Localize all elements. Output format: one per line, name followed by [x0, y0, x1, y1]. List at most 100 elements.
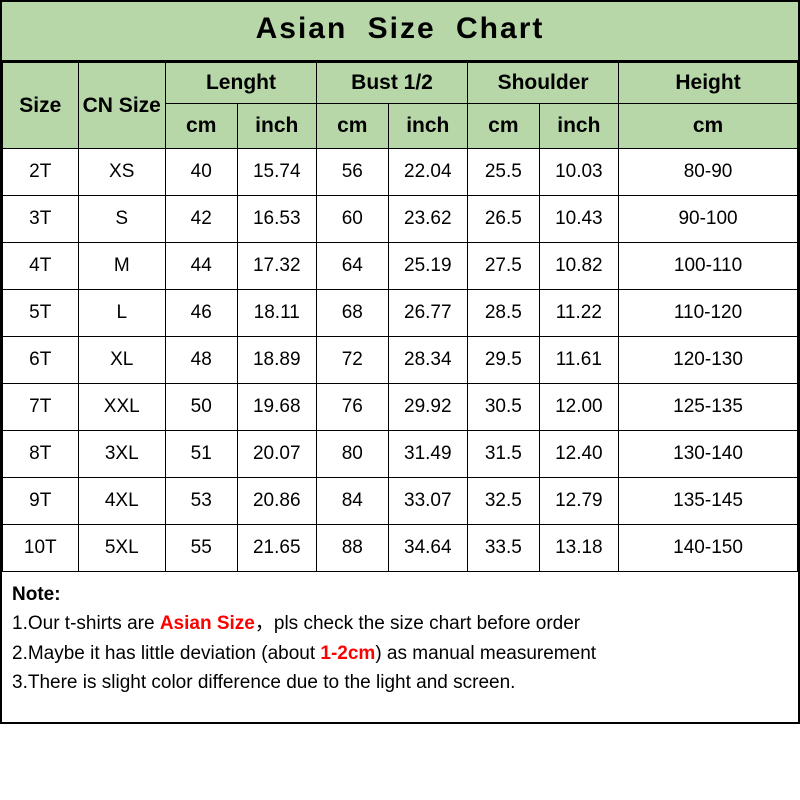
cell-cn: 3XL	[78, 431, 165, 478]
table-row: 6TXL4818.897228.3429.511.61120-130	[3, 337, 798, 384]
cell-sh_cm: 27.5	[468, 243, 540, 290]
note-title: Note:	[12, 584, 61, 605]
col-shoulder-cm: cm	[468, 104, 540, 149]
cell-bust_in: 34.64	[388, 525, 468, 572]
cell-height: 80-90	[619, 149, 798, 196]
cell-sh_cm: 26.5	[468, 196, 540, 243]
cell-sh_cm: 28.5	[468, 290, 540, 337]
cell-sh_in: 10.82	[539, 243, 619, 290]
cell-cn: 5XL	[78, 525, 165, 572]
table-header: Size CN Size Lenght Bust 1/2 Shoulder He…	[3, 63, 798, 149]
cell-sh_cm: 31.5	[468, 431, 540, 478]
table-body: 2TXS4015.745622.0425.510.0380-903TS4216.…	[3, 149, 798, 572]
cell-len_cm: 42	[165, 196, 237, 243]
cell-sh_in: 13.18	[539, 525, 619, 572]
cell-height: 140-150	[619, 525, 798, 572]
cell-len_in: 17.32	[237, 243, 317, 290]
cell-len_in: 16.53	[237, 196, 317, 243]
cell-height: 125-135	[619, 384, 798, 431]
table-row: 5TL4618.116826.7728.511.22110-120	[3, 290, 798, 337]
col-shoulder: Shoulder	[468, 63, 619, 104]
cell-bust_cm: 80	[317, 431, 389, 478]
note-3: 3.There is slight color difference due t…	[12, 672, 515, 693]
size-table: Size CN Size Lenght Bust 1/2 Shoulder He…	[2, 62, 798, 572]
cell-height: 135-145	[619, 478, 798, 525]
notes-table: Note: 1.Our t-shirts are Asian Size，pls …	[2, 572, 798, 722]
col-height-cm: cm	[619, 104, 798, 149]
cell-sh_in: 10.43	[539, 196, 619, 243]
col-size: Size	[3, 63, 79, 149]
cell-len_in: 15.74	[237, 149, 317, 196]
cell-size: 5T	[3, 290, 79, 337]
col-bust-inch: inch	[388, 104, 468, 149]
cell-sh_cm: 30.5	[468, 384, 540, 431]
note-1b: ，pls check the size chart before order	[255, 613, 580, 634]
note-1-red: Asian Size	[160, 613, 255, 634]
cell-size: 10T	[3, 525, 79, 572]
cell-len_cm: 40	[165, 149, 237, 196]
table-row: 4TM4417.326425.1927.510.82100-110	[3, 243, 798, 290]
cell-len_in: 20.07	[237, 431, 317, 478]
cell-len_cm: 50	[165, 384, 237, 431]
cell-sh_cm: 33.5	[468, 525, 540, 572]
note-2-red: 1-2cm	[320, 643, 375, 664]
cell-height: 130-140	[619, 431, 798, 478]
cell-size: 9T	[3, 478, 79, 525]
note-2a: 2.Maybe it has little deviation (about	[12, 643, 320, 664]
cell-cn: XL	[78, 337, 165, 384]
cell-size: 7T	[3, 384, 79, 431]
cell-bust_in: 33.07	[388, 478, 468, 525]
chart-title: Asian Size Chart	[2, 2, 798, 62]
cell-bust_cm: 60	[317, 196, 389, 243]
table-row: 2TXS4015.745622.0425.510.0380-90	[3, 149, 798, 196]
col-length-cm: cm	[165, 104, 237, 149]
cell-len_cm: 46	[165, 290, 237, 337]
cell-bust_in: 29.92	[388, 384, 468, 431]
table-row: 9T4XL5320.868433.0732.512.79135-145	[3, 478, 798, 525]
cell-len_in: 18.89	[237, 337, 317, 384]
cell-bust_cm: 72	[317, 337, 389, 384]
cell-len_in: 21.65	[237, 525, 317, 572]
notes-cell: Note: 1.Our t-shirts are Asian Size，pls …	[2, 572, 798, 722]
cell-size: 4T	[3, 243, 79, 290]
cell-sh_in: 12.79	[539, 478, 619, 525]
table-row: 7TXXL5019.687629.9230.512.00125-135	[3, 384, 798, 431]
cell-sh_in: 10.03	[539, 149, 619, 196]
col-cn-size: CN Size	[78, 63, 165, 149]
cell-height: 120-130	[619, 337, 798, 384]
cell-size: 3T	[3, 196, 79, 243]
cell-len_in: 18.11	[237, 290, 317, 337]
col-bust: Bust 1/2	[317, 63, 468, 104]
cell-size: 8T	[3, 431, 79, 478]
cell-cn: 4XL	[78, 478, 165, 525]
cell-len_cm: 55	[165, 525, 237, 572]
cell-cn: XXL	[78, 384, 165, 431]
cell-len_cm: 53	[165, 478, 237, 525]
cell-bust_cm: 76	[317, 384, 389, 431]
cell-len_cm: 44	[165, 243, 237, 290]
cell-height: 90-100	[619, 196, 798, 243]
cell-sh_in: 11.22	[539, 290, 619, 337]
cell-bust_in: 25.19	[388, 243, 468, 290]
cell-bust_in: 22.04	[388, 149, 468, 196]
cell-sh_in: 11.61	[539, 337, 619, 384]
cell-bust_cm: 56	[317, 149, 389, 196]
note-2b: ) as manual measurement	[375, 643, 596, 664]
cell-cn: L	[78, 290, 165, 337]
note-1a: 1.Our t-shirts are	[12, 613, 160, 634]
cell-sh_in: 12.40	[539, 431, 619, 478]
cell-sh_in: 12.00	[539, 384, 619, 431]
cell-size: 6T	[3, 337, 79, 384]
table-row: 10T5XL5521.658834.6433.513.18140-150	[3, 525, 798, 572]
cell-size: 2T	[3, 149, 79, 196]
cell-bust_cm: 84	[317, 478, 389, 525]
cell-len_cm: 48	[165, 337, 237, 384]
cell-sh_cm: 32.5	[468, 478, 540, 525]
cell-bust_cm: 64	[317, 243, 389, 290]
cell-bust_in: 26.77	[388, 290, 468, 337]
cell-bust_in: 23.62	[388, 196, 468, 243]
cell-bust_cm: 68	[317, 290, 389, 337]
cell-height: 100-110	[619, 243, 798, 290]
col-shoulder-inch: inch	[539, 104, 619, 149]
cell-bust_in: 28.34	[388, 337, 468, 384]
